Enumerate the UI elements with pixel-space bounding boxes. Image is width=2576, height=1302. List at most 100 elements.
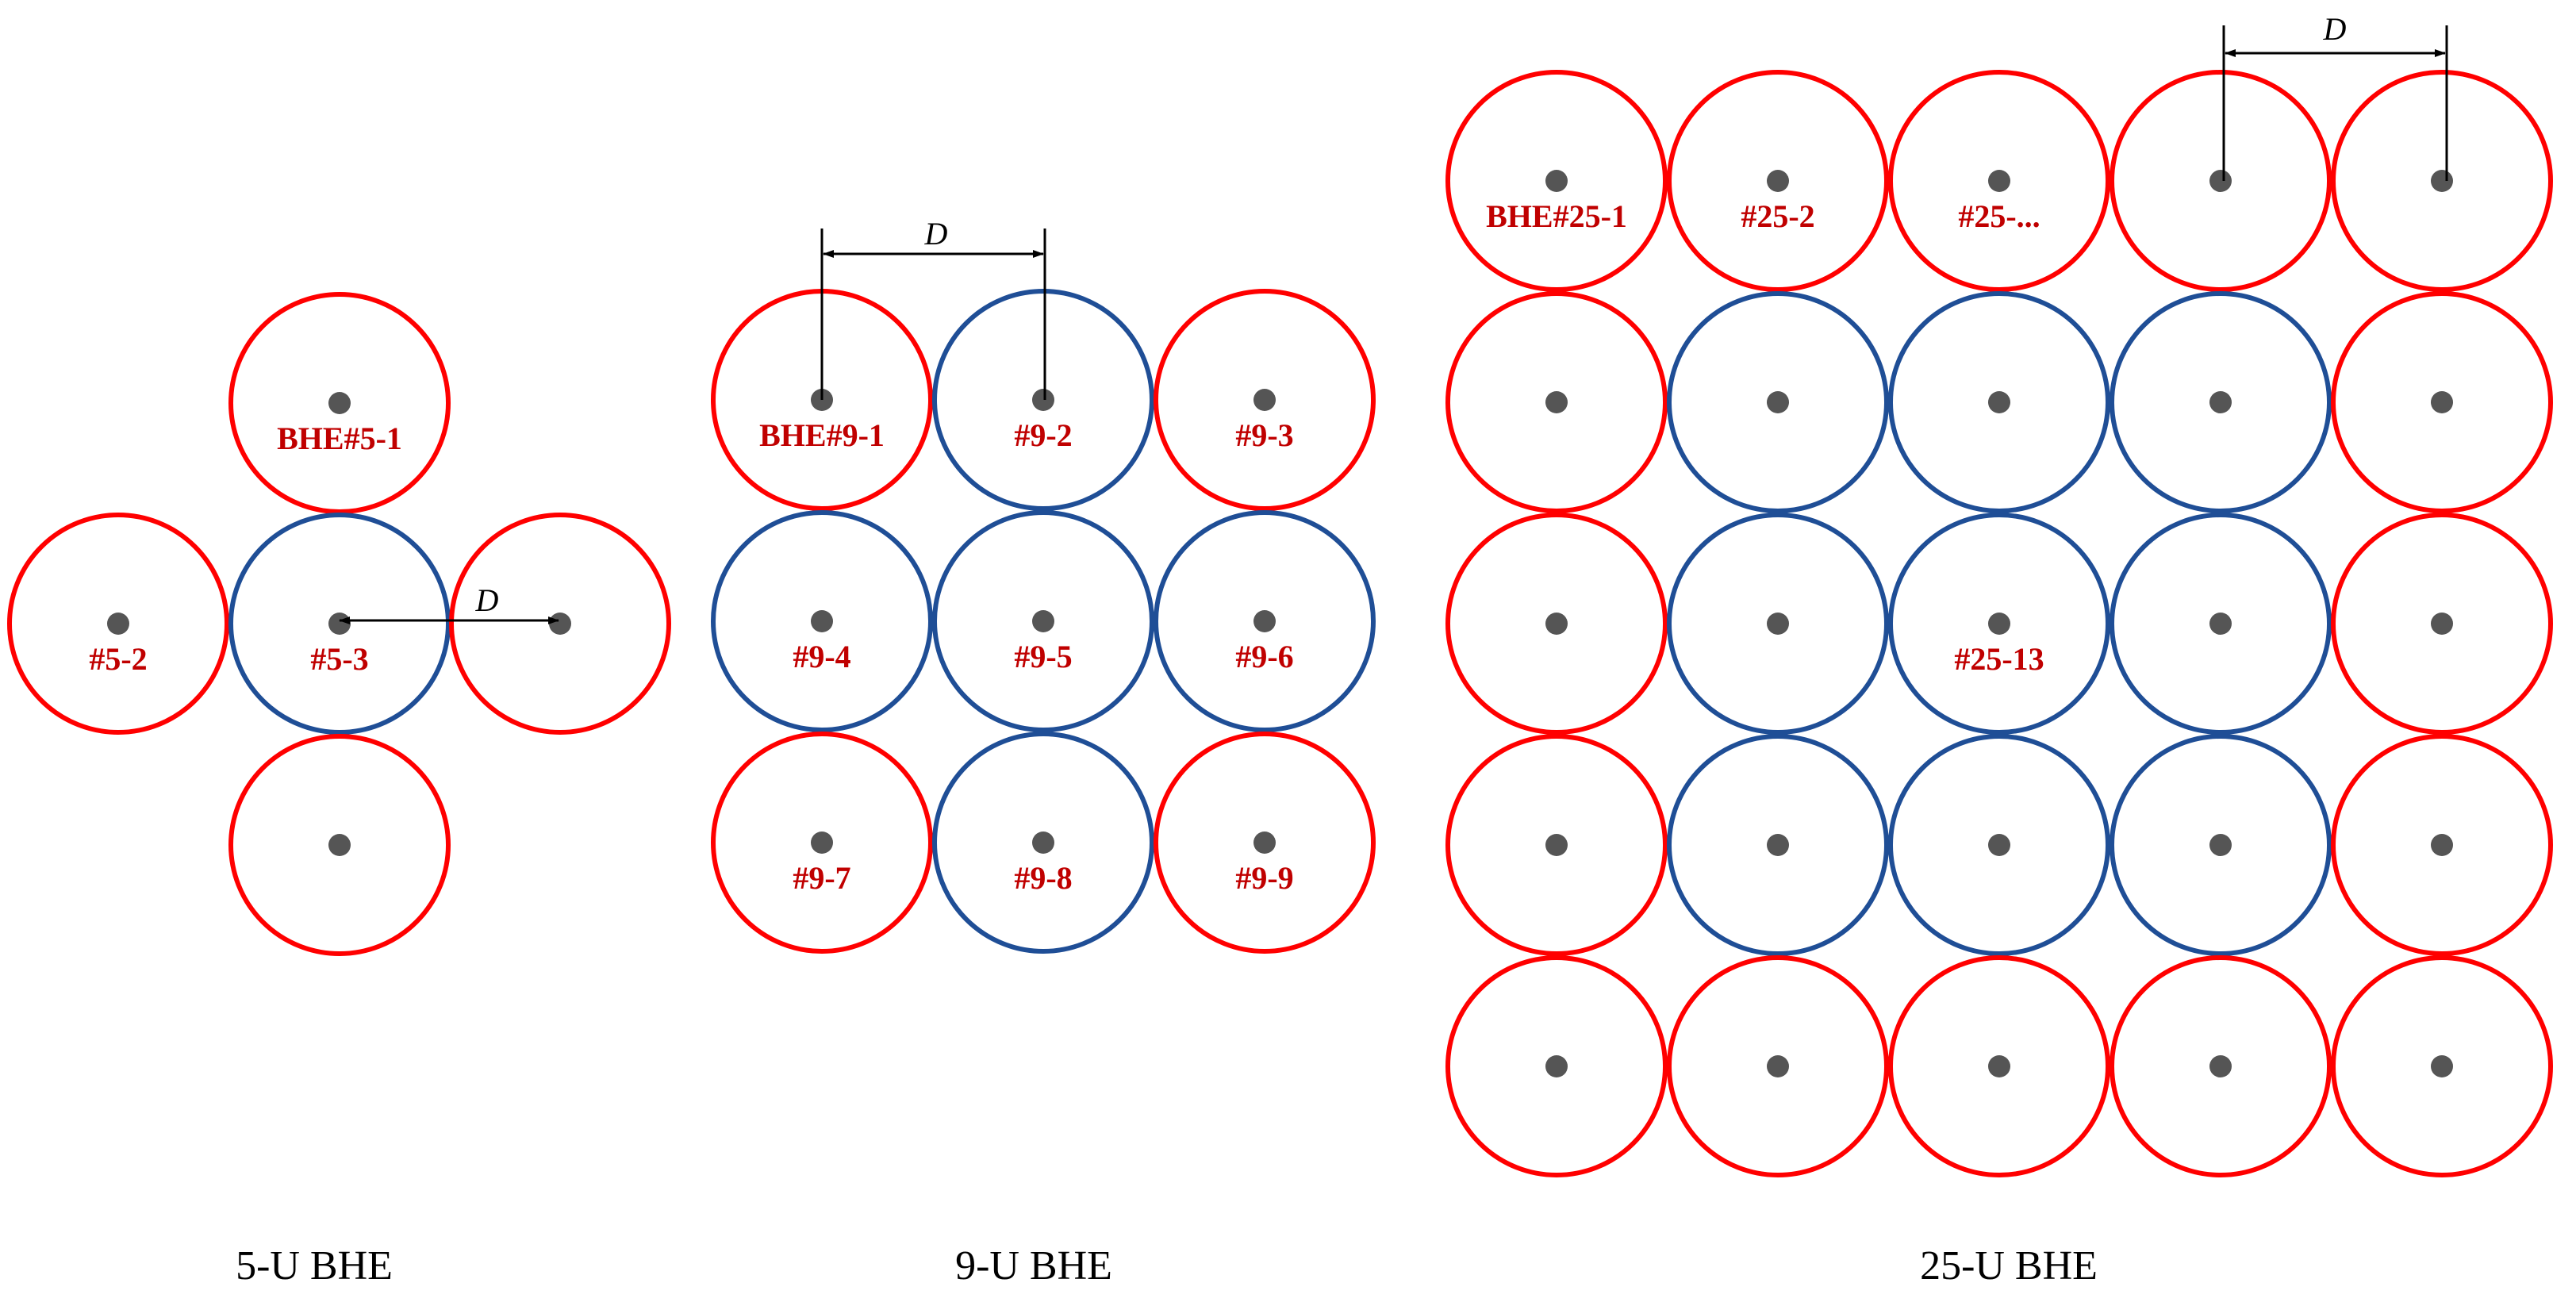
interior-borehole-circle xyxy=(932,732,1154,954)
borehole-label: #9-7 xyxy=(793,860,850,896)
borehole xyxy=(2110,734,2332,956)
borehole-center-dot xyxy=(1032,389,1054,411)
borehole-label: #9-3 xyxy=(1235,417,1293,453)
interior-borehole-circle xyxy=(1667,291,1889,513)
borehole xyxy=(1445,955,1668,1177)
borehole-label: #9-8 xyxy=(1014,860,1072,896)
borehole xyxy=(449,513,671,735)
interior-borehole-circle xyxy=(932,289,1154,511)
borehole-center-dot xyxy=(1767,391,1789,413)
boundary-borehole-circle xyxy=(2110,70,2332,292)
dimension-label: D xyxy=(475,582,499,618)
borehole xyxy=(1445,291,1668,513)
borehole: #9-9 xyxy=(1154,732,1376,954)
borehole xyxy=(1667,955,1889,1177)
borehole-label: #9-9 xyxy=(1235,860,1293,896)
interior-borehole-circle xyxy=(1667,734,1889,956)
borehole-center-dot xyxy=(2209,613,2232,635)
borehole-center-dot xyxy=(549,613,571,635)
borehole: #9-7 xyxy=(711,732,933,954)
dimension-25u: D xyxy=(2222,11,2448,181)
borehole-center-dot xyxy=(1767,170,1789,192)
boundary-borehole-circle xyxy=(1445,70,1668,292)
layout-25u: BHE#25-1 #25-2 #25-... #25-13 xyxy=(1445,70,2553,1177)
borehole: #9-2 xyxy=(932,289,1154,511)
borehole-label: #25-13 xyxy=(1954,641,2044,677)
caption-9u: 9-U BHE xyxy=(955,1243,1112,1289)
borehole-center-dot xyxy=(107,613,129,635)
borehole: #9-4 xyxy=(711,510,933,732)
borehole-label: #9-4 xyxy=(793,639,850,674)
borehole-center-dot xyxy=(328,834,351,856)
boundary-borehole-circle xyxy=(228,734,451,956)
borehole-center-dot xyxy=(1545,613,1568,635)
interior-borehole-circle xyxy=(1888,513,2110,735)
borehole-label: #9-5 xyxy=(1014,639,1072,674)
borehole: #9-6 xyxy=(1154,510,1376,732)
borehole xyxy=(1888,291,2110,513)
interior-borehole-circle xyxy=(932,510,1154,732)
borehole xyxy=(1445,734,1668,956)
boundary-borehole-circle xyxy=(1445,734,1668,956)
borehole-center-dot xyxy=(1545,170,1568,192)
borehole-label: BHE#9-1 xyxy=(759,417,885,453)
borehole-center-dot xyxy=(811,832,833,854)
boundary-borehole-circle xyxy=(2331,513,2553,735)
boundary-borehole-circle xyxy=(2110,955,2332,1177)
borehole-label: BHE#5-1 xyxy=(277,421,402,456)
interior-borehole-circle xyxy=(2110,513,2332,735)
borehole xyxy=(2331,513,2553,735)
borehole-center-dot xyxy=(1988,170,2010,192)
boundary-borehole-circle xyxy=(2331,734,2553,956)
interior-borehole-circle xyxy=(1888,734,2110,956)
borehole-center-dot xyxy=(1253,832,1276,854)
boundary-borehole-circle xyxy=(1154,289,1376,511)
interior-borehole-circle xyxy=(2110,734,2332,956)
interior-borehole-circle xyxy=(711,510,933,732)
boundary-borehole-circle xyxy=(1154,732,1376,954)
borehole-center-dot xyxy=(1545,834,1568,856)
borehole-center-dot xyxy=(1988,391,2010,413)
borehole-center-dot xyxy=(1253,610,1276,632)
boundary-borehole-circle xyxy=(2331,70,2553,292)
borehole-center-dot xyxy=(1988,613,2010,635)
borehole-center-dot xyxy=(1545,391,1568,413)
boundary-borehole-circle xyxy=(1888,70,2110,292)
borehole-label: #9-2 xyxy=(1014,417,1072,453)
borehole xyxy=(2331,70,2553,292)
boundary-borehole-circle xyxy=(711,732,933,954)
borehole: #25-... xyxy=(1888,70,2110,292)
boundary-borehole-circle xyxy=(1667,955,1889,1177)
dimension-5u: D xyxy=(339,582,559,624)
borehole: #25-2 xyxy=(1667,70,1889,292)
borehole xyxy=(2110,291,2332,513)
borehole xyxy=(1667,734,1889,956)
borehole xyxy=(1445,513,1668,735)
borehole-center-dot xyxy=(2209,391,2232,413)
borehole xyxy=(1667,513,1889,735)
borehole-center-dot xyxy=(1988,834,2010,856)
borehole-center-dot xyxy=(2431,834,2453,856)
interior-borehole-circle xyxy=(2110,291,2332,513)
caption-5u: 5-U BHE xyxy=(236,1243,393,1289)
boundary-borehole-circle xyxy=(1445,291,1668,513)
borehole-label: BHE#25-1 xyxy=(1486,198,1627,234)
borehole xyxy=(2110,955,2332,1177)
boundary-borehole-circle xyxy=(1445,955,1668,1177)
boundary-borehole-circle xyxy=(2331,291,2553,513)
borehole-center-dot xyxy=(2431,1055,2453,1077)
borehole-center-dot xyxy=(811,610,833,632)
interior-borehole-circle xyxy=(1888,291,2110,513)
borehole: BHE#25-1 xyxy=(1445,70,1668,292)
interior-borehole-circle xyxy=(1667,513,1889,735)
borehole xyxy=(2331,291,2553,513)
borehole-label: #25-... xyxy=(1958,198,2040,234)
boundary-borehole-circle xyxy=(228,292,451,514)
caption-25u: 25-U BHE xyxy=(1920,1243,2098,1289)
borehole-center-dot xyxy=(1032,610,1054,632)
borehole: #5-2 xyxy=(7,513,229,735)
borehole: #25-13 xyxy=(1888,513,2110,735)
borehole-label: #5-3 xyxy=(310,641,368,677)
borehole xyxy=(1888,955,2110,1177)
borehole: #9-8 xyxy=(932,732,1154,954)
